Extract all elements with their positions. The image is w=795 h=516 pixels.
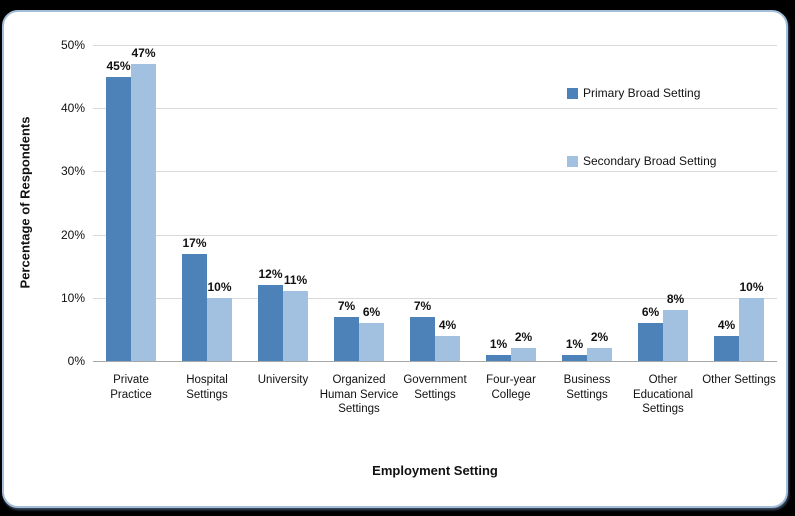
- bar-value-label: 6%: [362, 305, 381, 320]
- bar-value-label: 47%: [131, 45, 156, 60]
- bar-value-label: 4%: [438, 317, 457, 332]
- bar-secondary: [131, 63, 156, 361]
- bar-primary: [258, 285, 283, 361]
- gridline: [93, 234, 777, 236]
- gridline: [93, 297, 777, 299]
- bar-value-label: 1%: [489, 336, 508, 351]
- bar-primary: [334, 316, 359, 361]
- bar-secondary: [283, 291, 308, 361]
- bar-value-label: 45%: [106, 58, 131, 73]
- legend-item: Primary Broad Setting: [567, 86, 700, 100]
- bar-secondary: [435, 335, 460, 361]
- bar-value-label: 4%: [717, 317, 736, 332]
- legend-label: Primary Broad Setting: [583, 86, 701, 100]
- legend-marker-icon: [567, 87, 578, 99]
- y-tick-label: 10%: [60, 290, 85, 305]
- bar-value-label: 17%: [182, 235, 207, 250]
- bar-primary: [182, 253, 207, 361]
- x-category-label: Business Settings: [563, 374, 611, 401]
- gridline: [93, 108, 777, 110]
- x-axis-line: [93, 361, 777, 362]
- bar-primary: [486, 354, 511, 361]
- bar-value-label: 1%: [565, 336, 584, 351]
- bar-value-label: 12%: [258, 267, 283, 282]
- x-category-label: Hospital Settings: [186, 374, 228, 401]
- bar-primary: [410, 316, 435, 361]
- legend-marker-icon: [567, 155, 578, 167]
- legend-item: Secondary Broad Setting: [567, 154, 716, 168]
- bar-secondary: [587, 348, 612, 361]
- bar-value-label: 11%: [283, 273, 308, 288]
- x-category-label: University: [257, 374, 309, 386]
- gridline: [93, 45, 777, 46]
- x-category-label: Private Practice: [110, 374, 152, 401]
- bar-primary: [562, 354, 587, 361]
- x-category-label: Other Settings: [702, 374, 776, 386]
- bar-value-label: 10%: [207, 279, 232, 294]
- y-axis-title: Percentage of Respondents: [17, 116, 33, 289]
- x-axis-title: Employment Setting: [372, 463, 498, 478]
- gridline: [93, 171, 777, 173]
- bar-value-label: 7%: [337, 298, 356, 313]
- bar-secondary: [739, 297, 764, 361]
- y-tick-label: 40%: [60, 101, 85, 116]
- chart-panel: Percentage of Respondents Employment Set…: [2, 10, 788, 508]
- bar-primary: [106, 76, 131, 361]
- bar-value-label: 8%: [666, 292, 685, 307]
- y-tick-label: 50%: [60, 38, 85, 52]
- x-category-label: Four-year College: [486, 374, 536, 401]
- bar-value-label: 2%: [590, 330, 609, 345]
- x-category-label: Other Educational Settings: [632, 374, 694, 415]
- y-tick-label: 0%: [67, 354, 85, 368]
- x-category-label: Organized Human Service Settings: [319, 374, 399, 415]
- bar-secondary: [207, 297, 232, 361]
- bar-primary: [714, 335, 739, 361]
- bar-secondary: [663, 310, 688, 361]
- legend-label: Secondary Broad Setting: [583, 154, 717, 168]
- bar-value-label: 7%: [413, 298, 432, 313]
- bar-secondary: [359, 323, 384, 361]
- bar-primary: [638, 323, 663, 361]
- bar-secondary: [511, 348, 536, 361]
- y-tick-label: 30%: [60, 164, 85, 179]
- bar-value-label: 10%: [739, 279, 764, 294]
- bar-value-label: 2%: [514, 330, 533, 345]
- x-category-label: Government Settings: [403, 374, 467, 401]
- bar-value-label: 6%: [641, 305, 660, 320]
- y-tick-label: 20%: [60, 227, 85, 242]
